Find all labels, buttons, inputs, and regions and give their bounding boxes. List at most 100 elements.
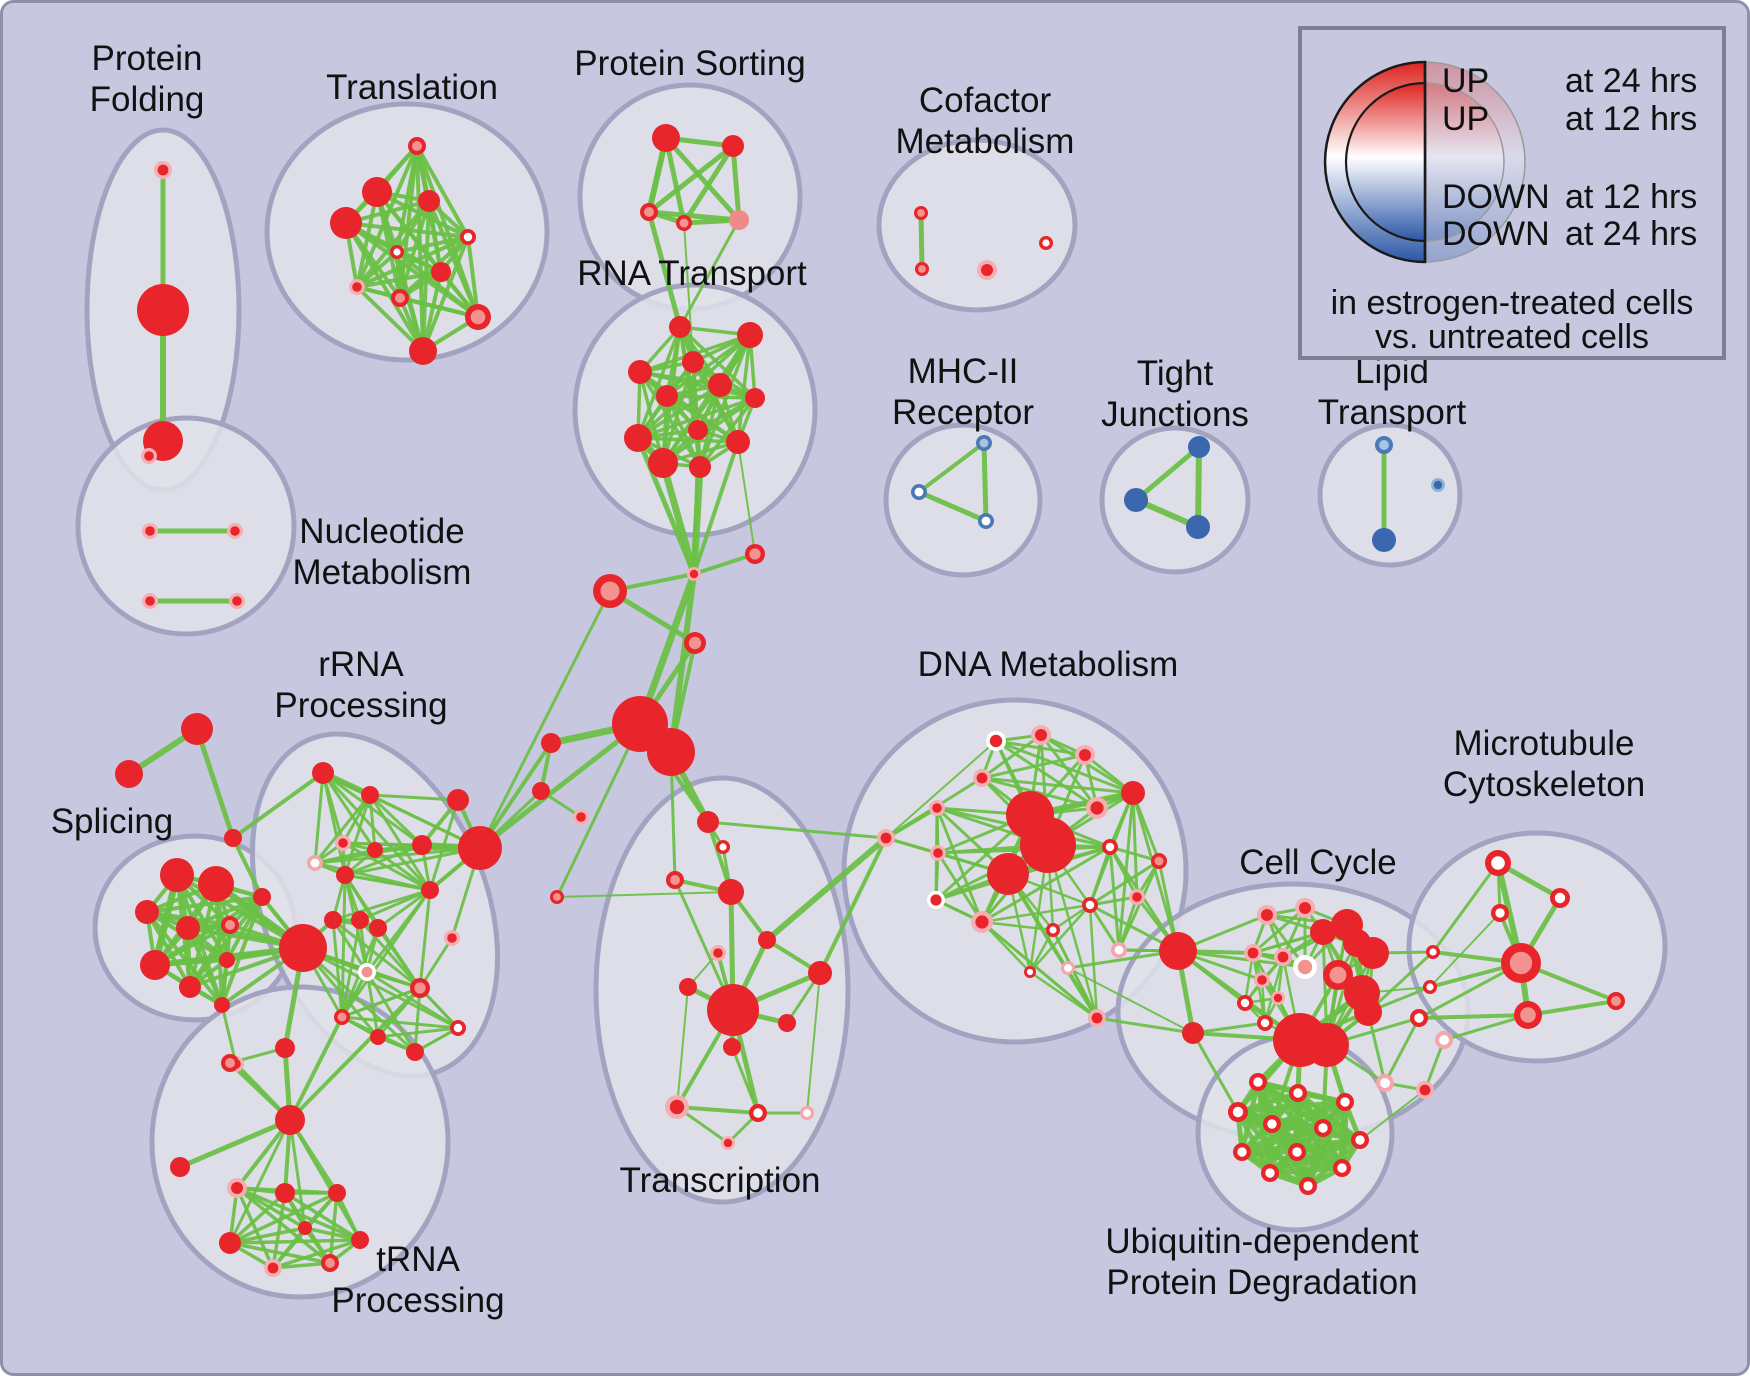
network-edge	[228, 1118, 292, 1245]
network-edge	[1366, 950, 1435, 1014]
network-node-u9	[219, 1232, 241, 1254]
node-inner	[1064, 964, 1072, 972]
network-edge	[1417, 1013, 1530, 1020]
network-node-rt1	[669, 316, 691, 338]
node-outer	[312, 762, 334, 784]
network-edge	[466, 235, 480, 319]
network-node-d14	[1151, 853, 1167, 869]
network-node-ub3	[1336, 1093, 1354, 1111]
node-outer	[181, 713, 213, 745]
network-edge	[288, 1015, 344, 1122]
node-inner	[1247, 947, 1259, 959]
network-node-lt1	[1375, 436, 1393, 454]
cluster-ellipse-microtubule-cytoskeleton	[1406, 830, 1668, 1064]
cluster-ellipse-mhc-ii-receptor	[883, 422, 1043, 578]
network-node-d7	[1086, 797, 1108, 819]
node-outer	[275, 1105, 305, 1135]
node-inner	[1154, 856, 1164, 866]
network-edge	[665, 333, 752, 398]
node-inner	[713, 948, 723, 958]
network-node-mtb1	[1426, 945, 1440, 959]
network-node-s3	[135, 900, 159, 924]
network-node-d23	[1159, 932, 1197, 970]
network-node-d20	[1111, 942, 1127, 958]
network-node-mtb4	[1435, 1031, 1453, 1049]
network-node-d18	[1082, 897, 1098, 913]
network-edge	[343, 793, 372, 877]
node-inner	[688, 636, 702, 650]
network-node-t9	[679, 978, 697, 996]
network-node-cc9	[1257, 1015, 1273, 1031]
node-inner	[600, 581, 620, 601]
legend-time-3: at 24 hrs	[1565, 215, 1697, 253]
node-outer	[219, 952, 235, 968]
network-edge	[1088, 903, 1099, 1020]
network-edge	[980, 733, 1043, 780]
node-outer	[367, 842, 383, 858]
network-edge	[1429, 912, 1501, 988]
node-inner	[1261, 909, 1273, 921]
node-inner	[880, 832, 892, 844]
node-inner	[1237, 1147, 1247, 1157]
network-node-s2	[198, 866, 234, 902]
network-node-u10	[321, 1254, 339, 1272]
network-edge	[1431, 861, 1500, 954]
cluster-label-tight-junctions-1: Tight	[1137, 354, 1214, 393]
network-edge	[1117, 895, 1139, 952]
network-edge	[806, 972, 821, 1114]
network-node-ps1	[652, 124, 680, 152]
network-edge	[398, 296, 480, 319]
network-node-cm3	[977, 260, 997, 280]
node-inner	[1355, 1135, 1365, 1145]
network-node-s9	[214, 997, 230, 1013]
network-edge	[313, 793, 372, 865]
network-node-r19	[406, 1043, 424, 1061]
node-inner	[145, 596, 155, 606]
node-inner	[1132, 892, 1142, 902]
node-inner	[1273, 993, 1283, 1003]
network-edge	[737, 441, 756, 555]
network-edge	[343, 846, 482, 877]
network-node-d15	[1129, 889, 1145, 905]
network-node-ps5	[729, 210, 749, 230]
node-outer	[336, 866, 354, 884]
network-node-d21	[1061, 961, 1075, 975]
network-node-rt6	[656, 385, 678, 407]
node-inner	[753, 1108, 763, 1118]
network-node-h1	[593, 574, 627, 608]
network-node-h2	[687, 567, 701, 581]
network-node-t12	[778, 1014, 796, 1032]
network-node-tl7	[431, 262, 451, 282]
network-edge	[1108, 845, 1161, 863]
node-inner	[1414, 1013, 1424, 1023]
node-inner	[1277, 951, 1289, 963]
cluster-label-mhc-ii-receptor-1: MHC-II	[908, 352, 1019, 391]
network-edge	[1267, 1165, 1345, 1176]
cluster-label-protein-folding-1: Protein	[92, 39, 203, 78]
network-edge	[1088, 859, 1161, 907]
cluster-label-trna-processing-2: Processing	[331, 1281, 504, 1320]
network-node-tj2	[1124, 488, 1148, 512]
network-edge	[980, 845, 1112, 924]
network-node-ub1	[1249, 1073, 1267, 1091]
network-edge	[1191, 1031, 1240, 1114]
network-node-cc19	[1376, 1074, 1394, 1092]
network-edge	[220, 1003, 238, 1066]
network-node-cc1	[1257, 905, 1277, 925]
network-node-m5	[1514, 1001, 1542, 1029]
network-edge	[661, 396, 757, 465]
network-edge	[1133, 444, 1202, 503]
network-edge	[706, 820, 888, 840]
node-inner	[463, 232, 473, 242]
network-edge	[1263, 955, 1285, 1025]
node-outer	[160, 858, 194, 892]
network-node-u2	[221, 1054, 239, 1072]
node-outer	[176, 916, 200, 940]
network-edge	[283, 1191, 362, 1242]
network-node-rt12	[689, 456, 711, 478]
cluster-ellipse-nucleotide-metabolism	[75, 415, 297, 637]
network-edge	[730, 143, 742, 223]
network-edge	[1383, 1016, 1421, 1085]
network-node-u6	[275, 1183, 295, 1203]
network-node-h3	[745, 544, 765, 564]
